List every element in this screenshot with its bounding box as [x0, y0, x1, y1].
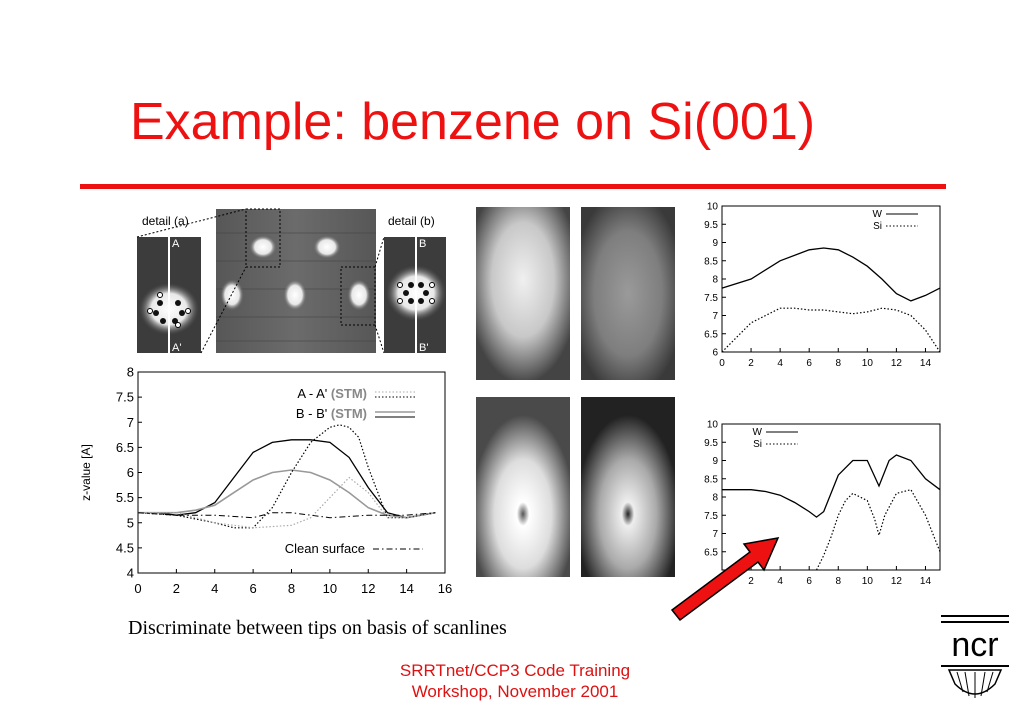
- y-tick-label: 7.5: [704, 511, 718, 522]
- x-tick-label: 10: [862, 576, 874, 587]
- y-tick-label: 8: [127, 365, 134, 380]
- x-tick-label: 8: [835, 576, 841, 587]
- detail-a-label: detail (a): [142, 214, 189, 228]
- series-line: [721, 307, 941, 353]
- legend-label: W: [753, 427, 763, 438]
- y-tick-label: 9.5: [704, 438, 718, 449]
- y-tick-label: 5.5: [116, 490, 134, 505]
- y-tick-label: 10: [707, 202, 719, 213]
- legend-label: Si: [873, 221, 882, 232]
- line-a-bottom-label: A': [172, 342, 181, 354]
- footer-line-2: Workshop, November 2001: [411, 682, 619, 701]
- x-tick-label: 2: [748, 576, 754, 587]
- series-line: [138, 439, 436, 519]
- x-tick-label: 14: [399, 581, 413, 596]
- x-tick-label: 14: [920, 576, 932, 587]
- tip-image-w-bottom: [476, 397, 570, 577]
- y-tick-label: 7.5: [116, 390, 134, 405]
- y-tick-label: 6.5: [116, 440, 134, 455]
- series-line: [138, 469, 436, 519]
- y-tick-label: 7: [127, 415, 134, 430]
- y-tick-label: 4.5: [116, 540, 134, 555]
- x-tick-label: 6: [250, 581, 257, 596]
- x-tick-label: 12: [891, 358, 903, 369]
- line-b-bottom-label: B': [419, 342, 428, 354]
- y-tick-label: 7.5: [704, 293, 718, 304]
- legend-label: B - B' (STM): [296, 406, 367, 421]
- y-tick-label: 6.5: [704, 547, 718, 558]
- y-tick-label: 10: [707, 420, 719, 431]
- legend-label: Si: [753, 439, 762, 450]
- x-tick-label: 16: [438, 581, 452, 596]
- x-tick-label: 6: [806, 576, 812, 587]
- x-tick-label: 0: [134, 581, 141, 596]
- line-b-top-label: B: [419, 238, 426, 250]
- tip-image-si-bottom: [581, 397, 675, 577]
- stm-image-panel: detail (a) detail (b) A A': [136, 208, 446, 354]
- series-line: [137, 512, 436, 519]
- series-line: [137, 424, 436, 529]
- stm-large-image: [216, 208, 376, 353]
- series-line: [722, 454, 941, 518]
- x-tick-label: 4: [211, 581, 218, 596]
- y-tick-label: 7: [712, 311, 718, 322]
- x-tick-label: 10: [862, 358, 874, 369]
- y-tick-label: 8: [712, 493, 718, 504]
- tip-scanline-chart-top: 0 2 4 6 8 10 12 14 6 6.5 7 7.5 8 8.5 9 9.5 10 WSi: [704, 202, 941, 369]
- x-tick-label: 10: [323, 581, 337, 596]
- series-line: [721, 247, 941, 302]
- x-tick-label: 12: [891, 576, 903, 587]
- x-tick-label: 8: [288, 581, 295, 596]
- y-tick-label: 7: [712, 529, 718, 540]
- series-line: [138, 476, 436, 529]
- slide-footer: SRRTnet/CCP3 Code Training Workshop, Nov…: [340, 660, 690, 702]
- x-tick-label: 6: [806, 358, 812, 369]
- series-line: [815, 489, 941, 571]
- legend-label: W: [873, 209, 883, 220]
- y-tick-label: 9.5: [704, 220, 718, 231]
- tip-images: [476, 207, 675, 577]
- tip-scanline-chart-bottom: 2 4 6 8 10 12 14 6.5 7 7.5 8 8.5 9 9.5 10 WSi: [704, 420, 941, 587]
- x-tick-label: 14: [920, 358, 932, 369]
- slide-title: Example: benzene on Si(001): [130, 93, 816, 151]
- title-underline: [80, 184, 946, 189]
- legend-label: A - A' (STM): [297, 386, 367, 401]
- x-tick-label: 12: [361, 581, 375, 596]
- line-a-top-label: A: [172, 238, 180, 250]
- footer-line-1: SRRTnet/CCP3 Code Training: [399, 661, 631, 680]
- y-tick-label: 8.5: [704, 474, 718, 485]
- logo-text: ncr: [951, 626, 998, 664]
- scanline-chart: 0 2 4 6 8 10 12 14 16 4 4.5 5 5.5 6 6.5 7 7.5 8 z-value [A…: [79, 365, 452, 596]
- y-tick-label: 8: [712, 275, 718, 286]
- tip-image-w-top: [476, 207, 570, 380]
- y-axis-label: z-value [A]: [79, 444, 93, 501]
- y-tick-label: 8.5: [704, 256, 718, 267]
- detail-a-image: A A': [137, 237, 201, 354]
- y-tick-label: 5: [127, 515, 134, 530]
- y-tick-label: 9: [712, 238, 718, 249]
- tip-image-si-top: [581, 207, 675, 380]
- clean-surface-label: Clean surface: [285, 541, 365, 556]
- y-tick-label: 6: [712, 348, 718, 359]
- ncr-logo: ncr: [941, 615, 1009, 698]
- y-tick-label: 6.5: [704, 329, 718, 340]
- plot-frame: [721, 205, 941, 353]
- y-tick-label: 9: [712, 456, 718, 467]
- detail-b-label: detail (b): [388, 214, 435, 228]
- detail-b-image: B B': [384, 237, 446, 354]
- x-tick-label: 8: [835, 358, 841, 369]
- x-tick-label: 4: [777, 358, 783, 369]
- x-tick-label: 4: [777, 576, 783, 587]
- x-tick-label: 0: [719, 358, 725, 369]
- y-tick-label: 4: [127, 566, 134, 581]
- slide-caption: Discriminate between tips on basis of sc…: [128, 617, 507, 639]
- y-tick-label: 6: [127, 465, 134, 480]
- x-tick-label: 2: [748, 358, 754, 369]
- red-arrow-icon: [670, 537, 780, 622]
- x-tick-label: 2: [173, 581, 180, 596]
